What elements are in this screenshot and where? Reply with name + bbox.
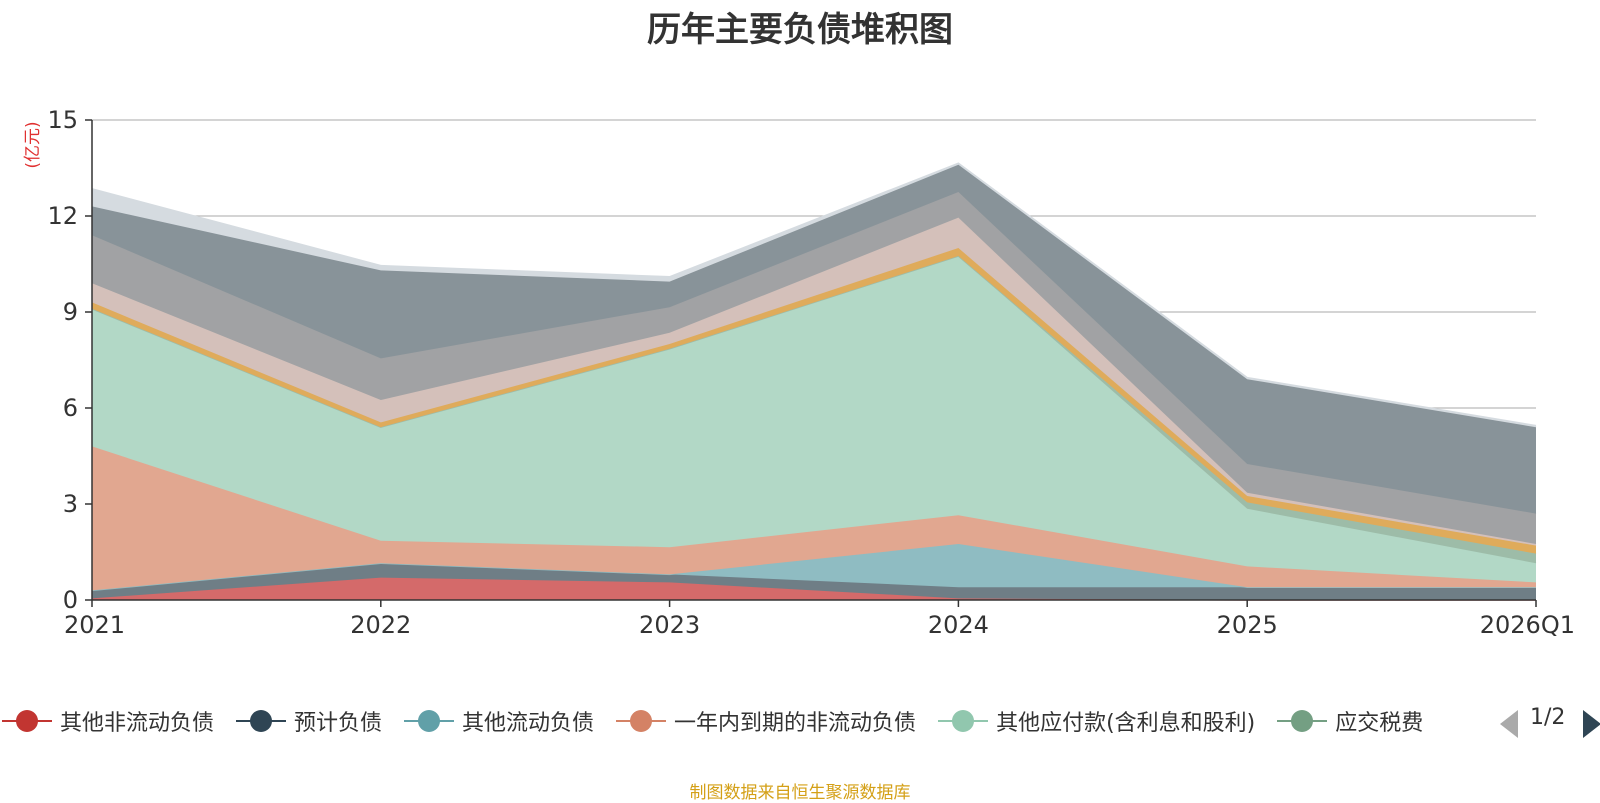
- legend-item[interactable]: 其他流动负债: [404, 705, 594, 737]
- area-series-1: [92, 563, 1536, 600]
- legend-label: 其他非流动负债: [60, 711, 215, 736]
- legend-label: 一年内到期的非流动负债: [674, 711, 917, 736]
- area-series-6: [92, 248, 1536, 554]
- legend-next-page-button[interactable]: [1583, 710, 1600, 738]
- legend-label: 应交税费: [1335, 711, 1424, 736]
- y-tick-label: 0: [63, 586, 78, 614]
- legend-marker-icon: [1277, 705, 1328, 737]
- y-axis-unit-label: (亿元): [23, 121, 43, 168]
- legend-item[interactable]: 应交税费: [1277, 705, 1423, 737]
- legend-marker-icon: [236, 705, 287, 737]
- area-series-5: [92, 256, 1536, 564]
- area-series-4: [92, 256, 1536, 583]
- y-tick-label: 12: [47, 202, 78, 230]
- x-tick-label: 2021: [64, 611, 125, 639]
- x-tick-label: 2024: [928, 611, 989, 639]
- legend-label: 预计负债: [294, 711, 383, 736]
- legend-page-indicator: 1/2: [1530, 705, 1566, 730]
- area-series: [91, 162, 1537, 601]
- legend-label: 其他应付款(含利息和股利): [996, 711, 1256, 736]
- area-top-line-9: [91, 163, 1537, 428]
- legend-item[interactable]: 一年内到期的非流动负债: [616, 705, 916, 737]
- legend-item[interactable]: 其他应付款(含利息和股利): [938, 705, 1255, 737]
- legend-marker-icon: [2, 705, 52, 737]
- y-tick-label: 15: [47, 106, 78, 134]
- x-tick-label: 2023: [639, 611, 700, 639]
- legend-item[interactable]: 其他非流动负债: [2, 705, 214, 737]
- x-tick-label: 2026Q1: [1480, 611, 1575, 639]
- area-series-7: [92, 217, 1536, 546]
- area-series-3: [92, 446, 1536, 591]
- area-top-line-10: [91, 162, 1537, 427]
- source-note: 制图数据来自恒生聚源数据库: [689, 783, 911, 803]
- legend-label: 其他流动负债: [462, 711, 595, 736]
- area-series-2: [92, 544, 1536, 591]
- area-series-0: [92, 577, 1536, 600]
- legend: 其他非流动负债 预计负债 其他流动负债 一年内到期的非流动负债 其他应付款(含利息和股利…: [0, 705, 1600, 745]
- legend-items: 其他非流动负债 预计负债 其他流动负债 一年内到期的非流动负债 其他应付款(含利息和股利…: [0, 705, 1475, 745]
- x-tick-label: 2025: [1217, 611, 1278, 639]
- legend-marker-icon: [616, 705, 667, 737]
- x-tick-label: 2022: [350, 611, 411, 639]
- legend-marker-icon: [938, 705, 989, 737]
- legend-prev-page-button[interactable]: [1500, 710, 1518, 738]
- area-series-9: [92, 164, 1536, 514]
- y-tick-label: 3: [63, 490, 78, 518]
- axes: 0 3 6 9 12 15 2021 2022 2023 2024 2025 2026Q1: [47, 106, 1575, 639]
- chart-title: 历年主要负债堆积图: [647, 10, 953, 50]
- y-tick-label: 9: [63, 298, 78, 326]
- y-tick-label: 6: [63, 394, 78, 422]
- area-series-8: [92, 192, 1536, 544]
- legend-item[interactable]: 预计负债: [236, 705, 382, 737]
- legend-marker-icon: [404, 705, 455, 737]
